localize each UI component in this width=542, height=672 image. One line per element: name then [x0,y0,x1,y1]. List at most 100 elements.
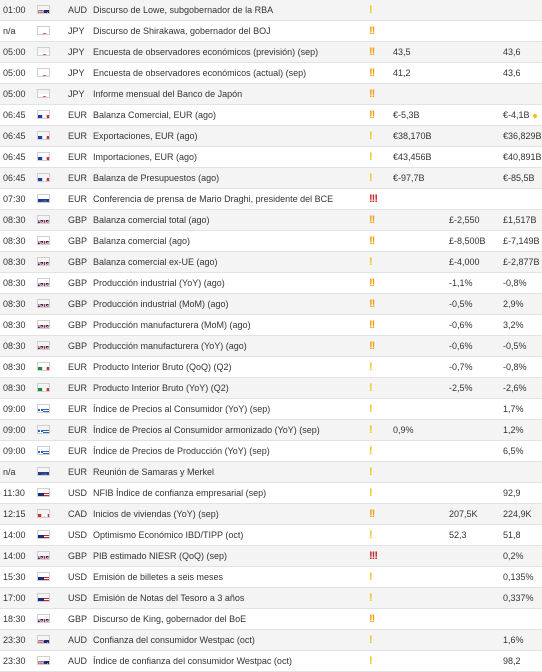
event-name[interactable]: Producción manufacturera (MoM) (ago) [93,320,251,330]
event-name[interactable]: Encuesta de observadores económicos (act… [93,68,307,78]
event-time: 08:30 [3,341,26,351]
event-name[interactable]: NFIB Índice de confianza empresarial (se… [93,488,267,498]
event-name[interactable]: Índice de Precios de Producción (YoY) (s… [93,446,270,456]
event-name[interactable]: Exportaciones, EUR (ago) [93,131,198,141]
table-row[interactable]: 06:45 EUR Exportaciones, EUR (ago)! €38,170… [0,126,542,147]
currency-code: GBP [68,215,88,225]
table-row[interactable]: 05:00 JPY Encuesta de observadores económi… [0,63,542,84]
event-name[interactable]: Producción manufacturera (YoY) (ago) [93,341,247,351]
table-row[interactable]: 14:00 USD Optimismo Económico IBD/TIPP (oc… [0,525,542,546]
table-row[interactable]: 11:30 USD NFIB Índice de confianza empresa… [0,483,542,504]
table-row[interactable]: 08:30 GBP Producción industrial (YoY) (ago… [0,273,542,294]
event-name[interactable]: Producto Interior Bruto (YoY) (Q2) [93,383,229,393]
previous-value-text: 43,6 [503,47,521,57]
event-name[interactable]: Índice de Precios al Consumidor armoniza… [93,425,320,435]
event-name[interactable]: Producto Interior Bruto (QoQ) (Q2) [93,362,232,372]
table-row[interactable]: 15:30 USD Emisión de billetes a seis meses… [0,567,542,588]
table-row[interactable]: n/a JPY Discurso de Shirakawa, gobernador … [0,21,542,42]
table-row[interactable]: 18:30 GBP Discurso de King, gobernador del… [0,609,542,630]
event-name[interactable]: Discurso de Shirakawa, gobernador del BO… [93,26,271,36]
flag-cell [37,420,51,440]
table-row[interactable]: 08:30 GBP Producción industrial (MoM) (ago… [0,294,542,315]
table-row[interactable]: 09:00 EUR Índice de Precios al Consumidor … [0,420,542,441]
previous-value [503,189,542,209]
italy-flag-icon [37,383,50,392]
event-time: 09:00 [3,425,26,435]
previous-value-text: 51,8 [503,530,521,540]
event-name[interactable]: Inicios de viviendas (YoY) (sep) [93,509,219,519]
table-row[interactable]: 17:00 USD Emisión de Notas del Tesoro a 3 … [0,588,542,609]
table-row[interactable]: 12:15 CAD Inicios de viviendas (YoY) (sep)… [0,504,542,525]
table-row[interactable]: 06:45 EUR Balanza de Presupuestos (ago)! €-… [0,168,542,189]
event-time: 05:00 [3,47,26,57]
previous-value-text: 3,2% [503,320,524,330]
table-row[interactable]: 07:30 EUR Conferencia de prensa de Mario D… [0,189,542,210]
impact-cell: ! [369,588,391,608]
actual-value [393,252,439,272]
table-row[interactable]: 06:45 EUR Importaciones, EUR (ago)! €43,456… [0,147,542,168]
previous-value-text: 0,337% [503,593,534,603]
event-name[interactable]: PIB estimado NIESR (QoQ) (sep) [93,551,228,561]
event-name[interactable]: Discurso de King, gobernador del BoE [93,614,247,624]
event-name[interactable]: Encuesta de observadores económicos (pre… [93,47,319,57]
forecast-value [449,147,501,167]
table-row[interactable]: 08:30 GBP Balanza comercial ex-UE (ago)! £-… [0,252,542,273]
event-time: 08:30 [3,362,26,372]
currency-code: EUR [68,383,88,393]
table-row[interactable]: 23:30 AUD Confianza del consumidor Westpac… [0,630,542,651]
table-row[interactable]: 23:30 AUD Índice de confianza del consumid… [0,651,542,672]
previous-value-text: 1,7% [503,404,524,414]
event-name[interactable]: Índice de confianza del consumidor Westp… [93,656,292,666]
event-name[interactable]: Balanza comercial ex-UE (ago) [93,257,218,267]
event-name[interactable]: Producción industrial (YoY) (ago) [93,278,225,288]
event-time: 17:00 [3,593,26,603]
forecast-value [449,42,501,62]
event-name[interactable]: Balanza Comercial, EUR (ago) [93,110,217,120]
event-name[interactable]: Emisión de billetes a seis meses [93,572,224,582]
table-row[interactable]: 08:30 EUR Producto Interior Bruto (QoQ) (Q… [0,357,542,378]
event-name[interactable]: Discurso de Lowe, subgobernador de la RB… [93,5,274,15]
event-name[interactable]: Confianza del consumidor Westpac (oct) [93,635,255,645]
event-name[interactable]: Conferencia de prensa de Mario Draghi, p… [93,194,334,204]
currency-code: EUR [68,467,88,477]
impact-icon: ! [369,592,373,604]
table-row[interactable]: 09:00 EUR Índice de Precios de Producción … [0,441,542,462]
table-row[interactable]: 08:30 GBP Producción manufacturera (YoY) (… [0,336,542,357]
table-row[interactable]: 08:30 EUR Producto Interior Bruto (YoY) (Q… [0,378,542,399]
flag-cell [37,252,51,272]
table-row[interactable]: 01:00 AUD Discurso de Lowe, subgobernador … [0,0,542,21]
previous-value: £-7,149B [503,231,542,251]
currency-code: EUR [68,194,88,204]
event-name[interactable]: Optimismo Económico IBD/TIPP (oct) [93,530,244,540]
table-row[interactable]: 08:30 GBP Producción manufacturera (MoM) (… [0,315,542,336]
table-row[interactable]: 06:45 EUR Balanza Comercial, EUR (ago)!! €-… [0,105,542,126]
event-time: 18:30 [3,614,26,624]
previous-value: 0,337% [503,588,542,608]
previous-value-text: -0,5% [503,341,527,351]
table-row[interactable]: 14:00 GBP PIB estimado NIESR (QoQ) (sep)!!… [0,546,542,567]
table-row[interactable]: 08:30 GBP Balanza comercial (ago)!! £-8,500… [0,231,542,252]
table-row[interactable]: n/a EUR Reunión de Samaras y Merkel! [0,462,542,483]
event-name[interactable]: Balanza comercial total (ago) [93,215,210,225]
previous-value [503,462,542,482]
event-name[interactable]: Índice de Precios al Consumidor (YoY) (s… [93,404,271,414]
previous-value: 1,2% [503,420,542,440]
table-row[interactable]: 09:00 EUR Índice de Precios al Consumidor … [0,399,542,420]
event-name[interactable]: Balanza de Presupuestos (ago) [93,173,220,183]
event-name[interactable]: Balanza comercial (ago) [93,236,191,246]
uk-flag-icon [37,257,50,266]
event-name[interactable]: Producción industrial (MoM) (ago) [93,299,229,309]
table-row[interactable]: 05:00 JPY Encuesta de observadores económi… [0,42,542,63]
flag-cell [37,378,51,398]
forecast-value [449,441,501,461]
table-row[interactable]: 08:30 GBP Balanza comercial total (ago)!! £… [0,210,542,231]
event-name[interactable]: Informe mensual del Banco de Japón [93,89,243,99]
event-name[interactable]: Reunión de Samaras y Merkel [93,467,215,477]
event-name[interactable]: Emisión de Notas del Tesoro a 3 años [93,593,245,603]
table-row[interactable]: 05:00 JPY Informe mensual del Banco de Jap… [0,84,542,105]
currency-code: EUR [68,131,88,141]
event-name[interactable]: Importaciones, EUR (ago) [93,152,198,162]
event-time: 12:15 [3,509,26,519]
impact-cell: !! [369,63,391,83]
actual-value: 41,2 [393,68,411,78]
